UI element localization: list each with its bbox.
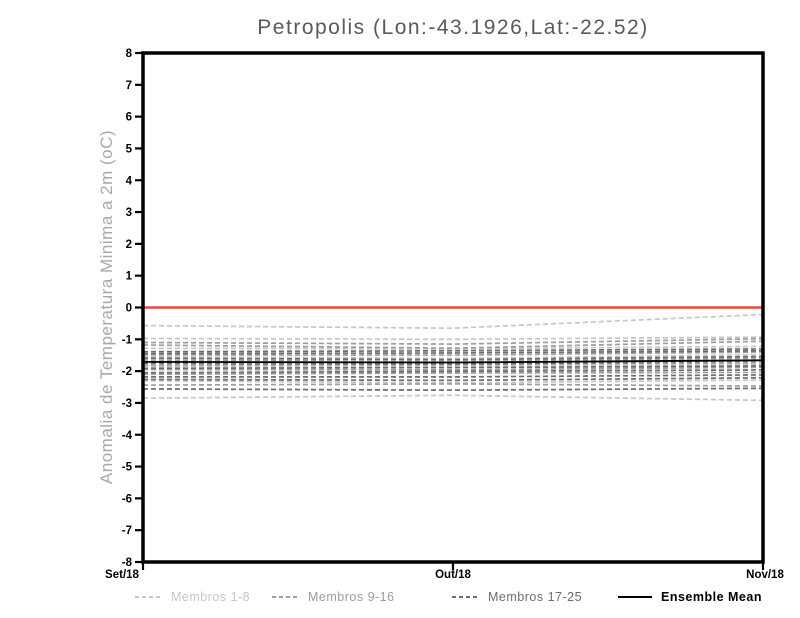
y-tick-label: 4 [126, 175, 133, 187]
ensemble-member-line [142, 336, 764, 341]
y-tick-label: -8 [122, 557, 133, 569]
y-tick-label: 7 [126, 80, 132, 92]
ensemble-member-line [142, 394, 764, 402]
ensemble-member-line [142, 355, 764, 361]
ensemble-member-line [142, 366, 764, 371]
ensemble-member-line [142, 351, 764, 357]
ensemble-member-line [142, 358, 764, 364]
ensemble-member-line [142, 371, 764, 376]
chart-title: Petropolis (Lon:-43.1926,Lat:-22.52) [257, 16, 649, 39]
ensemble-member-line [142, 369, 764, 374]
ensemble-member-line [143, 374, 764, 378]
ensemble-member-line [142, 362, 764, 366]
ensemble-member-line [142, 360, 764, 365]
y-tick-label: -2 [122, 366, 132, 378]
y-tick-label: 2 [126, 239, 132, 251]
y-tick-label: -5 [122, 462, 133, 474]
ensemble-member-line [142, 379, 764, 384]
ensemble-member-line [142, 365, 764, 370]
y-tick-label: -6 [122, 493, 132, 505]
ensemble-mean-line [142, 359, 764, 364]
x-tick-label: Set/18 [105, 569, 139, 581]
y-tick-label: -7 [122, 525, 132, 537]
ensemble-member-line [142, 356, 764, 363]
ensemble-member-line [142, 387, 764, 392]
y-tick-label: 0 [126, 303, 132, 315]
ensemble-member-line [142, 313, 764, 330]
y-tick-label: -1 [122, 334, 133, 346]
y-tick-label: 1 [126, 271, 133, 283]
ensemble-member-line [142, 363, 764, 368]
ensemble-member-line [142, 345, 764, 350]
y-tick-label: 3 [126, 207, 132, 219]
y-tick-label: -4 [122, 430, 133, 442]
ensemble-member-line [142, 349, 764, 355]
y-tick-label: 8 [126, 48, 133, 60]
ensemble-member-line [142, 353, 764, 360]
y-tick-label: 5 [126, 143, 133, 155]
x-tick-label: Out/18 [435, 569, 471, 581]
ensemble-member-line [142, 376, 764, 382]
ensemble-member-line [142, 383, 764, 387]
ensemble-member-line [142, 348, 764, 353]
y-tick-label: 6 [126, 112, 132, 124]
x-tick-label: Nov/18 [746, 569, 784, 581]
y-tick-label: -3 [122, 398, 132, 410]
plot-frame [141, 51, 765, 564]
ensemble-member-line [142, 337, 764, 345]
ensemble-member-line [142, 340, 764, 350]
